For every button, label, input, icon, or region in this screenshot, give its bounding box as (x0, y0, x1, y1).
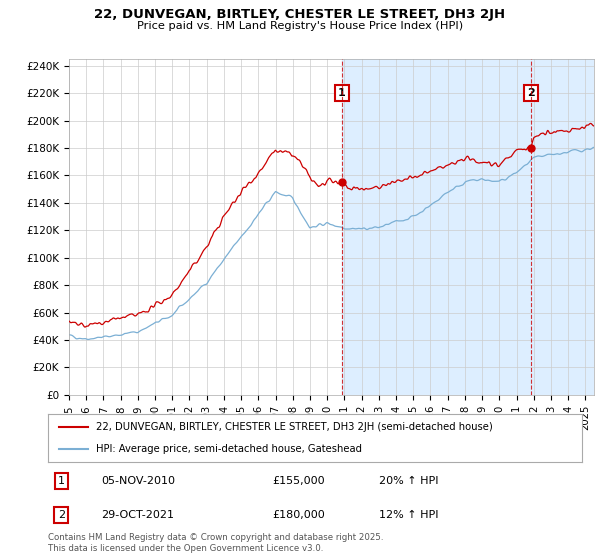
Text: 2: 2 (58, 510, 65, 520)
Text: 29-OCT-2021: 29-OCT-2021 (101, 510, 175, 520)
Text: 22, DUNVEGAN, BIRTLEY, CHESTER LE STREET, DH3 2JH: 22, DUNVEGAN, BIRTLEY, CHESTER LE STREET… (94, 8, 506, 21)
Text: £155,000: £155,000 (272, 476, 325, 486)
Text: 20% ↑ HPI: 20% ↑ HPI (379, 476, 439, 486)
Text: 2: 2 (527, 88, 535, 98)
Text: 1: 1 (58, 476, 65, 486)
Text: 22, DUNVEGAN, BIRTLEY, CHESTER LE STREET, DH3 2JH (semi-detached house): 22, DUNVEGAN, BIRTLEY, CHESTER LE STREET… (96, 422, 493, 432)
Text: 1: 1 (338, 88, 346, 98)
Text: Price paid vs. HM Land Registry's House Price Index (HPI): Price paid vs. HM Land Registry's House … (137, 21, 463, 31)
Text: 05-NOV-2010: 05-NOV-2010 (101, 476, 175, 486)
Text: Contains HM Land Registry data © Crown copyright and database right 2025.
This d: Contains HM Land Registry data © Crown c… (48, 533, 383, 553)
Text: £180,000: £180,000 (272, 510, 325, 520)
Bar (342, 59, 594, 395)
Text: HPI: Average price, semi-detached house, Gateshead: HPI: Average price, semi-detached house,… (96, 444, 362, 454)
Text: 12% ↑ HPI: 12% ↑ HPI (379, 510, 439, 520)
